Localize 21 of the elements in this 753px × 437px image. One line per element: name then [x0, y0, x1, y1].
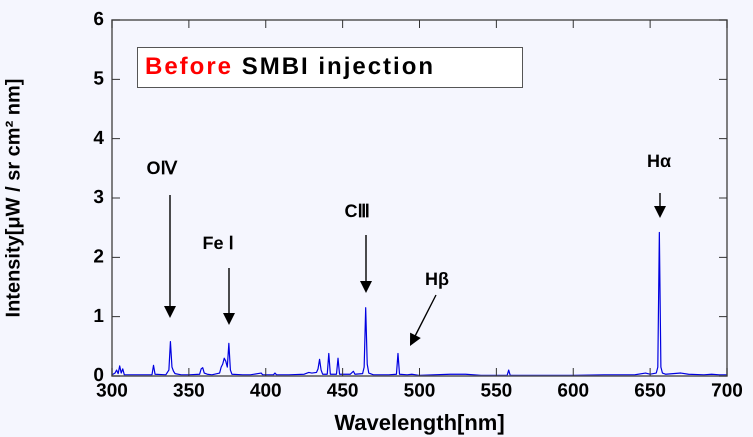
- x-axis-title: Wavelength[nm]: [334, 410, 505, 435]
- x-tick-label: 600: [557, 380, 590, 402]
- annotation: CⅢ: [344, 201, 370, 221]
- y-tick-label: 5: [93, 68, 104, 90]
- x-tick-label: 550: [480, 380, 512, 402]
- y-tick-label: 4: [93, 128, 104, 149]
- y-tick-label: 1: [93, 306, 104, 327]
- annotation: OⅣ: [146, 158, 178, 178]
- x-tick-label: 350: [173, 380, 205, 402]
- y-tick-label: 6: [93, 9, 104, 30]
- y-tick-label: 2: [93, 246, 104, 268]
- y-axis-title: Intensity[μW / sr cm² nm]: [2, 78, 25, 318]
- y-tick-label: 3: [93, 187, 104, 208]
- x-tick-label: 500: [404, 380, 436, 402]
- x-tick-label: 700: [711, 380, 743, 402]
- x-tick-label: 450: [326, 380, 358, 402]
- annotation: Hα: [646, 151, 672, 171]
- x-tick-label: 650: [634, 380, 666, 402]
- x-tick-label: 400: [250, 380, 282, 402]
- annotation: Hβ: [425, 269, 449, 289]
- annotation: Fe Ⅰ: [202, 233, 234, 253]
